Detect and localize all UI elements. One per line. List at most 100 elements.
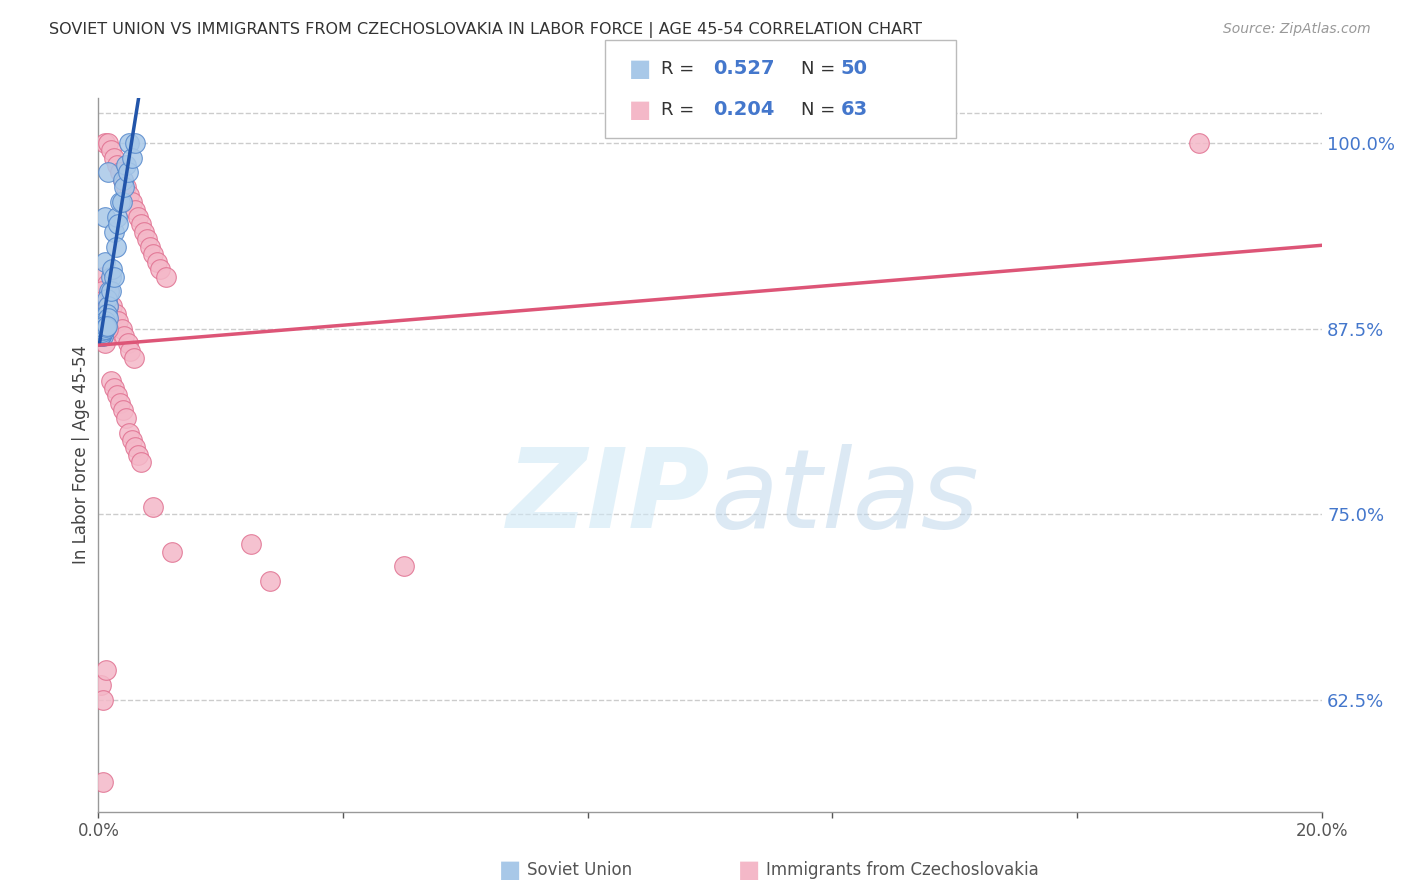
Point <box>392 559 416 574</box>
Text: 50: 50 <box>841 59 868 78</box>
Point <box>93 136 115 150</box>
Point <box>90 307 112 321</box>
Point <box>97 321 120 335</box>
Point <box>124 202 146 217</box>
Point <box>104 240 127 254</box>
Point <box>91 321 114 335</box>
Point <box>139 240 162 254</box>
Point <box>89 329 111 343</box>
Point <box>93 254 115 268</box>
Point <box>90 325 112 339</box>
Text: 0.527: 0.527 <box>713 59 775 78</box>
Text: R =: R = <box>661 60 700 78</box>
Point <box>111 195 134 210</box>
Point <box>100 269 122 284</box>
Point <box>98 285 121 299</box>
Point <box>124 441 146 455</box>
Point <box>142 500 165 514</box>
Point <box>94 307 117 321</box>
Point <box>121 433 143 447</box>
Point <box>259 574 281 589</box>
Point <box>103 269 125 284</box>
Point <box>100 374 122 388</box>
Point <box>91 269 114 284</box>
Point <box>97 299 120 313</box>
Text: Immigrants from Czechoslovakia: Immigrants from Czechoslovakia <box>766 861 1039 879</box>
Point <box>91 314 114 328</box>
Point <box>117 336 139 351</box>
Text: ■: ■ <box>738 858 761 881</box>
Point <box>93 318 115 333</box>
Point <box>134 225 156 239</box>
Point <box>101 299 124 313</box>
Point <box>136 232 159 246</box>
Text: N =: N = <box>801 60 841 78</box>
Point <box>104 307 127 321</box>
Point <box>94 307 117 321</box>
Point <box>111 321 134 335</box>
Point <box>108 396 131 410</box>
Point <box>97 311 120 326</box>
Point <box>96 292 118 306</box>
Point <box>142 247 165 261</box>
Point <box>112 329 135 343</box>
Point <box>111 173 134 187</box>
Point <box>101 262 124 277</box>
Point <box>115 158 138 172</box>
Point <box>94 292 117 306</box>
Point <box>94 314 117 328</box>
Point <box>160 544 183 558</box>
Point <box>127 210 149 224</box>
Point <box>149 262 172 277</box>
Point <box>91 325 114 339</box>
Point <box>117 165 139 179</box>
Point <box>93 314 115 328</box>
Point <box>90 327 112 342</box>
Point <box>90 329 112 343</box>
Point <box>91 329 114 343</box>
Point <box>105 210 128 224</box>
Point <box>107 218 129 232</box>
Point <box>91 326 114 340</box>
Point <box>94 320 117 334</box>
Point <box>103 225 125 239</box>
Point <box>100 285 122 299</box>
Point <box>129 218 152 232</box>
Point <box>121 195 143 210</box>
Point <box>90 327 112 342</box>
Text: Source: ZipAtlas.com: Source: ZipAtlas.com <box>1223 22 1371 37</box>
Point <box>96 277 118 291</box>
Point <box>97 299 120 313</box>
Point <box>94 664 117 678</box>
Point <box>93 314 115 328</box>
Point <box>112 180 135 194</box>
Point <box>111 173 134 187</box>
Text: SOVIET UNION VS IMMIGRANTS FROM CZECHOSLOVAKIA IN LABOR FORCE | AGE 45-54 CORREL: SOVIET UNION VS IMMIGRANTS FROM CZECHOSL… <box>49 22 922 38</box>
Point <box>240 537 263 551</box>
Point <box>124 136 146 150</box>
Point <box>96 307 118 321</box>
Point <box>155 269 177 284</box>
Point <box>103 151 125 165</box>
Point <box>127 448 149 462</box>
Text: 63: 63 <box>841 100 868 120</box>
Point <box>129 455 152 469</box>
Point <box>105 158 128 172</box>
Point <box>91 320 114 334</box>
Point <box>118 187 141 202</box>
Text: 0.204: 0.204 <box>713 100 775 120</box>
Point <box>97 136 120 150</box>
Point <box>120 343 142 358</box>
Text: ■: ■ <box>499 858 522 881</box>
Point <box>94 336 117 351</box>
Point <box>121 151 143 165</box>
Point <box>96 321 118 335</box>
Point <box>107 314 129 328</box>
Point <box>96 318 118 333</box>
Point <box>118 425 141 440</box>
Point <box>108 195 131 210</box>
Point <box>93 314 115 328</box>
Point <box>118 136 141 150</box>
Point <box>98 285 121 299</box>
Point <box>93 292 115 306</box>
